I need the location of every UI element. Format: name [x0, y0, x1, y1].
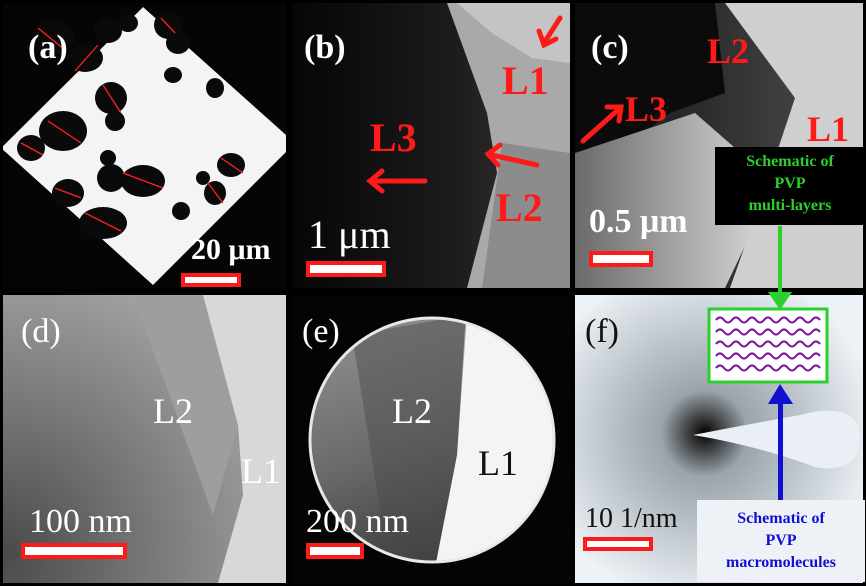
- blue-arrow-shaft: [778, 400, 783, 500]
- panel-d-image: [3, 295, 286, 583]
- panel-f-tag: (f): [585, 313, 619, 350]
- panel-c-label-l3: L3: [625, 89, 668, 129]
- panel-e-label-l1: L1: [478, 443, 518, 483]
- macromolecule-callout-line2: PVP: [765, 532, 797, 549]
- panel-c-label-l2: L2: [707, 31, 750, 71]
- panel-c-arrows: [580, 104, 624, 144]
- panel-b-arrows: [366, 15, 563, 194]
- pvp-chains: [715, 316, 821, 372]
- panel-c-scale-bar: [589, 251, 653, 267]
- panel-d-tag: (d): [21, 313, 61, 350]
- panel-d-label-l2: L2: [153, 391, 193, 431]
- panel-e-image: [308, 316, 556, 564]
- panel-a-scale-text: 20 μm: [191, 233, 271, 266]
- macromolecule-callout-line1: Schematic of: [737, 510, 825, 527]
- panel-b: (b) L1 L3 L2 1 μm: [292, 3, 570, 288]
- panel-b-label-l1: L1: [502, 58, 549, 103]
- macromolecule-callout-line3: macromolecules: [726, 554, 836, 571]
- panel-a-image: [3, 3, 286, 285]
- panel-c-scale-text: 0.5 μm: [589, 203, 688, 240]
- panel-b-label-l2: L2: [496, 185, 543, 230]
- panel-d-scale-bar: [21, 543, 127, 559]
- panel-f-scale-text: 10 1/nm: [585, 503, 678, 534]
- multilayer-callout-line1: Schematic of: [746, 153, 834, 170]
- panel-e-tag: (e): [302, 313, 340, 350]
- panel-a-scale-bar: [181, 273, 241, 287]
- panel-a: (a) 20 μm: [3, 3, 286, 288]
- panel-b-label-l3: L3: [370, 115, 417, 160]
- panel-e-scale-bar: [306, 543, 364, 559]
- multilayer-callout: Schematic of PVP multi-layers: [715, 147, 865, 225]
- panel-b-scale-text: 1 μm: [308, 212, 391, 257]
- panel-b-tag: (b): [304, 29, 346, 66]
- panel-b-image: [292, 3, 570, 288]
- panel-e-scale-text: 200 nm: [306, 503, 409, 540]
- panel-c-tag: (c): [591, 29, 629, 66]
- panel-d: (d) L2 L1 100 nm: [3, 295, 286, 583]
- blue-arrow-head: [768, 384, 793, 404]
- panel-b-scale-bar: [306, 261, 386, 277]
- macromolecule-callout: Schematic of PVP macromolecules: [697, 500, 865, 582]
- panel-a-tag: (a): [28, 29, 68, 66]
- panel-e-label-l2: L2: [392, 391, 432, 431]
- panel-c-label-l1: L1: [807, 109, 850, 149]
- panel-f-scale-bar: [583, 537, 653, 551]
- panel-d-scale-text: 100 nm: [29, 503, 132, 540]
- panel-d-label-l1: L1: [241, 451, 281, 491]
- multilayer-callout-line3: multi-layers: [748, 197, 832, 214]
- green-arrow-head: [768, 292, 792, 310]
- multilayer-callout-line2: PVP: [774, 175, 806, 192]
- panel-e: (e) L2 L1 200 nm: [292, 295, 570, 583]
